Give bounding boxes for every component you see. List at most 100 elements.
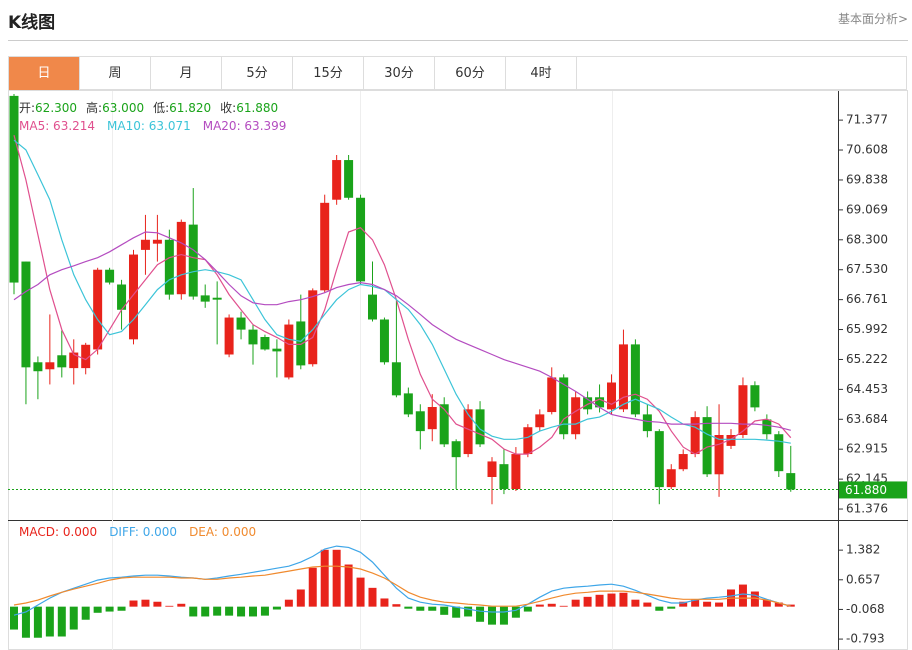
y-tick-label: 65.222 <box>846 352 888 366</box>
macd-bar <box>320 549 329 607</box>
candle-body <box>583 397 593 410</box>
candle-body <box>272 348 282 352</box>
period-tab[interactable]: 日 <box>9 57 80 90</box>
legend-entry: MA10: 63.071 <box>107 119 191 133</box>
period-tabs: 日周月 5分 15分 30分 60分 4时 <box>8 56 907 90</box>
candle-body <box>487 461 497 477</box>
macd-bar <box>33 606 42 638</box>
ohlc-legend: 开:62.300 高:63.000 低:61.820 收:61.880 <box>19 100 278 115</box>
candle-body <box>630 344 640 415</box>
candle-body <box>726 435 736 446</box>
macd-bar <box>547 603 556 607</box>
candle-body <box>248 329 258 345</box>
candle-body <box>451 441 461 458</box>
candle-body <box>344 160 354 198</box>
y-tick-label: 0.657 <box>846 572 880 586</box>
candle-body <box>750 385 760 408</box>
macd-bar <box>237 606 246 617</box>
macd-bar <box>762 599 771 607</box>
period-tab[interactable]: 15分 <box>293 57 364 90</box>
macd-bar <box>440 606 449 615</box>
y-tick-label: 71.377 <box>846 113 888 127</box>
candle-body <box>607 382 616 410</box>
macd-bar <box>631 599 640 607</box>
candle-body <box>21 261 31 368</box>
macd-bar <box>750 591 759 607</box>
y-tick-label: 68.300 <box>846 232 888 246</box>
period-tab[interactable]: 4时 <box>506 57 577 90</box>
ohlc-value: 61.820 <box>169 101 211 115</box>
y-tick-label: 64.453 <box>846 382 888 396</box>
v-grid <box>112 91 613 650</box>
y-tick-label: 61.376 <box>846 502 888 516</box>
candle-body <box>332 160 342 200</box>
candle-body <box>45 362 55 370</box>
macd-bar <box>189 606 198 617</box>
y-tick-label: -0.793 <box>846 632 885 646</box>
candle-body <box>523 427 533 455</box>
ohlc-label: 收: <box>220 101 236 115</box>
macd-bar <box>332 549 341 607</box>
macd-bar <box>69 606 78 630</box>
macd-bar <box>344 564 353 607</box>
period-tab[interactable]: 5分 <box>222 57 293 90</box>
legend-entry: MA20: 63.399 <box>203 119 287 133</box>
macd-bar <box>488 606 496 625</box>
candle-body <box>320 202 330 291</box>
macd-bar <box>595 594 604 607</box>
y-tick-label: 63.684 <box>846 412 888 426</box>
y-tick-label: 70.608 <box>846 143 888 157</box>
line <box>13 231 791 431</box>
macd-bar <box>201 606 210 617</box>
candle-body <box>702 417 712 475</box>
candle-body <box>69 352 79 369</box>
macd-bar <box>691 599 700 607</box>
macd-bar <box>225 606 234 616</box>
macd-bar <box>356 577 365 607</box>
period-tab[interactable]: 周 <box>80 57 151 90</box>
candle-body <box>774 434 784 472</box>
ohlc-value: 61.880 <box>236 101 278 115</box>
candle-body <box>391 362 401 396</box>
period-tab[interactable]: 60分 <box>435 57 506 90</box>
ma-legend: MA5: 63.214 MA10: 63.071 MA20: 63.399 <box>19 119 286 133</box>
candle-body <box>57 355 67 368</box>
candle-body <box>666 469 676 488</box>
macd-bar <box>141 599 150 607</box>
macd-bar <box>703 601 712 607</box>
macd-bar <box>774 602 783 607</box>
y-tick-label: 67.530 <box>846 262 888 276</box>
y-tick-label: 62.915 <box>846 442 888 456</box>
candle-body <box>403 393 413 415</box>
legend-entry: DEA: 0.000 <box>189 525 256 539</box>
fundamental-link[interactable]: 基本面分析> <box>837 12 908 26</box>
candle-body <box>93 269 103 350</box>
candle-body <box>690 417 700 455</box>
macd-bar <box>380 598 389 607</box>
period-tab[interactable]: 30分 <box>364 57 435 90</box>
ohlc-value: 62.300 <box>35 101 77 115</box>
candle-body <box>308 290 318 365</box>
candle-body <box>164 239 174 295</box>
macd-bar <box>177 603 186 607</box>
candle-body <box>415 411 425 432</box>
period-tab[interactable]: 月 <box>151 57 222 90</box>
candle-body <box>535 414 545 428</box>
candle-body <box>200 295 210 302</box>
candle-body <box>463 409 473 455</box>
macd-bar <box>57 606 66 637</box>
candle-body <box>9 95 19 283</box>
line <box>13 545 791 616</box>
candle-body <box>595 397 605 408</box>
candle-body <box>117 284 127 310</box>
macd-bar <box>21 606 30 638</box>
line <box>13 139 791 444</box>
macd-bar <box>643 602 652 607</box>
candle-body <box>786 473 796 490</box>
candle-body <box>642 414 652 432</box>
last-price-box <box>839 481 907 499</box>
macd-legend: MACD: 0.000 DIFF: 0.000 DEA: 0.000 <box>19 525 256 539</box>
macd-bar <box>296 589 305 607</box>
candle-body <box>212 297 222 300</box>
